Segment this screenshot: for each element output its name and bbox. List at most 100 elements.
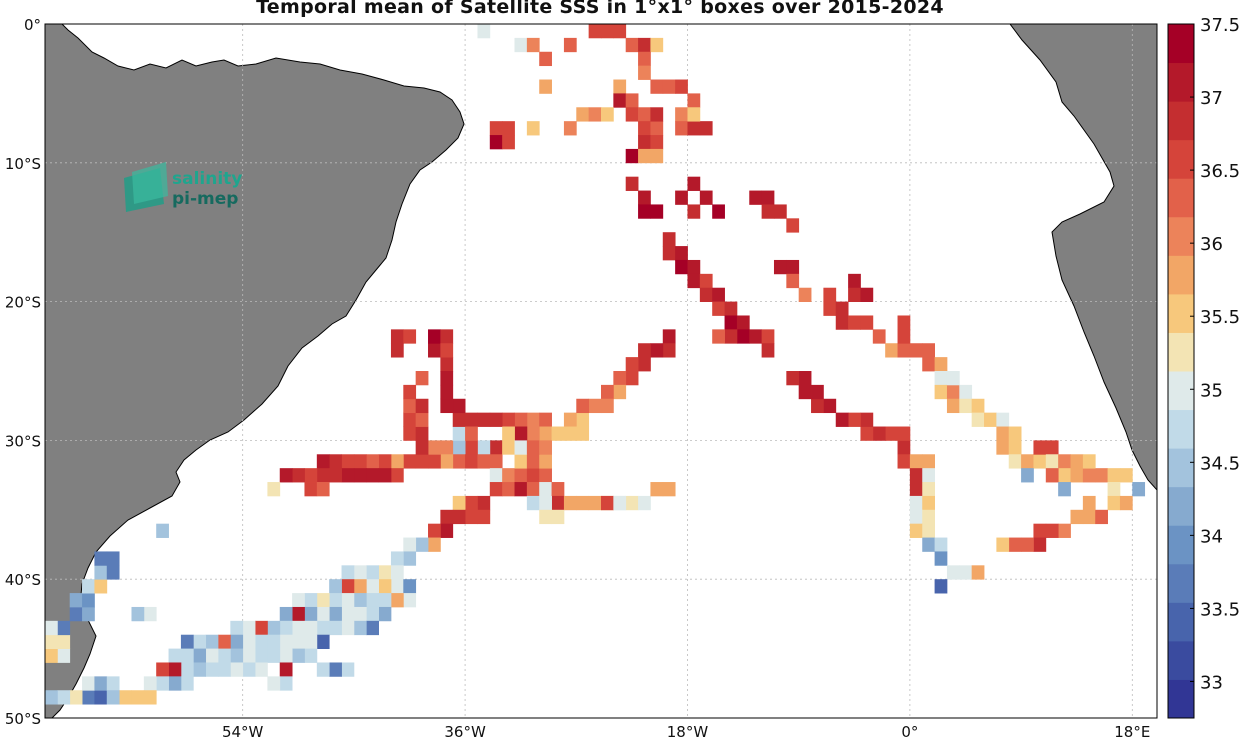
salinity-cell [699,121,713,136]
salinity-cell [378,454,392,469]
salinity-cell [316,662,330,677]
salinity-cell [1008,537,1022,552]
salinity-cell [8,662,21,676]
salinity-cell [625,357,639,372]
salinity-cell [996,537,1010,552]
salinity-cell [563,495,577,511]
salinity-cell [897,329,911,344]
salinity-cell [724,329,738,344]
colorbar-segment [1168,525,1194,565]
salinity-cell [452,509,466,525]
salinity-cell [415,426,429,441]
colorbar-segment [1168,448,1194,488]
salinity-cell [316,454,330,469]
salinity-cell [687,121,701,136]
salinity-cell [279,676,293,691]
salinity-cell [366,454,379,469]
logo-line2: pi-mep [172,189,238,209]
salinity-cell [1021,468,1034,483]
lat-tick-label: 40°S [5,571,41,589]
salinity-cell [539,426,552,441]
salinity-cell [477,495,491,511]
salinity-cell [613,371,627,386]
salinity-cell [811,384,824,400]
colorbar-segment [1168,640,1194,680]
salinity-cell [1058,482,1071,497]
salinity-cell [526,37,540,53]
salinity-cell [860,426,874,441]
salinity-cell [971,398,985,414]
salinity-cell [675,107,688,122]
salinity-cell [415,371,429,386]
salinity-cell [588,495,602,511]
colorbar-segment [1168,486,1194,526]
salinity-cell [996,426,1010,441]
salinity-cell [996,412,1010,427]
salinity-cell [539,468,552,483]
salinity-cell [761,190,775,205]
salinity-cell [304,606,318,622]
salinity-cell [1070,454,1084,469]
salinity-cell [477,24,491,39]
salinity-cell [909,343,923,358]
salinity-cell [897,440,911,455]
salinity-cell [415,454,429,469]
salinity-cell [329,662,342,677]
salinity-cell [353,468,367,483]
salinity-cell [378,593,392,608]
salinity-cell [514,412,528,427]
salinity-cell [428,454,441,469]
salinity-cell [638,135,651,150]
salinity-cell [613,93,627,108]
salinity-cell [403,426,417,441]
salinity-cell [699,287,713,302]
salinity-cell [390,329,404,344]
salinity-cell [428,523,441,538]
salinity-cell [279,634,293,649]
salinity-cell [1070,468,1084,483]
salinity-cell [341,593,355,608]
salinity-cell [539,509,552,525]
salinity-cell [551,509,565,525]
salinity-cell [292,606,305,622]
salinity-cell [526,482,540,497]
salinity-cell [502,482,515,497]
salinity-cell [378,606,392,622]
salinity-cell [1107,482,1121,497]
salinity-cell [20,662,33,676]
salinity-cell [193,634,207,649]
salinity-cell [440,357,454,372]
salinity-cell [329,620,342,636]
salinity-cell [489,468,503,483]
colorbar-tick-label: 36.5 [1200,161,1240,182]
salinity-cell [267,648,281,663]
salinity-cell [687,93,701,108]
lat-tick-label: 10°S [5,155,41,173]
salinity-cell [761,329,775,344]
salinity-cell [489,135,503,150]
salinity-cell [1095,509,1108,525]
salinity-cells [8,24,1146,705]
salinity-cell [390,551,404,566]
salinity-cell [415,412,429,427]
salinity-cell [1045,523,1059,538]
salinity-cell [156,662,169,677]
salinity-cell [662,482,676,497]
salinity-cell [452,440,466,455]
salinity-cell [366,579,379,594]
salinity-cell [761,343,775,358]
salinity-cell [502,426,515,441]
salinity-cell [526,412,540,427]
salinity-cell [106,690,120,705]
salinity-cell [625,371,639,386]
colorbar-tick-label: 37.5 [1200,15,1240,36]
salinity-cell [465,412,478,427]
salinity-cell [1070,509,1084,525]
salinity-cell [45,676,46,691]
salinity-cell [897,454,911,469]
salinity-cell [576,107,590,122]
colorbar-segment [1168,255,1194,295]
africa-landmass [1009,24,1157,491]
salinity-cell [45,690,58,705]
salinity-cell [638,148,651,164]
